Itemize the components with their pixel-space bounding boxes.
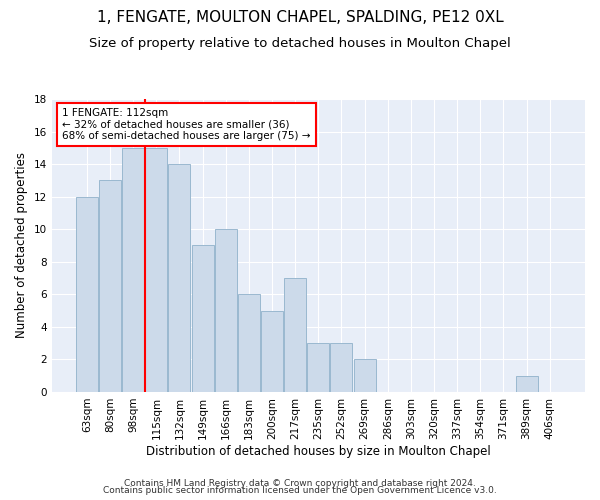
Text: 1, FENGATE, MOULTON CHAPEL, SPALDING, PE12 0XL: 1, FENGATE, MOULTON CHAPEL, SPALDING, PE… [97,10,503,25]
Bar [515,376,538,392]
Bar [76,196,98,392]
Bar [284,278,306,392]
Bar [99,180,121,392]
Bar [191,246,214,392]
Bar [122,148,144,392]
Bar [331,343,352,392]
Text: 1 FENGATE: 112sqm
← 32% of detached houses are smaller (36)
68% of semi-detached: 1 FENGATE: 112sqm ← 32% of detached hous… [62,108,311,141]
Bar [215,229,237,392]
Bar [307,343,329,392]
Bar [261,310,283,392]
Bar [353,360,376,392]
Y-axis label: Number of detached properties: Number of detached properties [15,152,28,338]
Bar [169,164,190,392]
Text: Contains public sector information licensed under the Open Government Licence v3: Contains public sector information licen… [103,486,497,495]
Bar [238,294,260,392]
Bar [145,148,167,392]
X-axis label: Distribution of detached houses by size in Moulton Chapel: Distribution of detached houses by size … [146,444,491,458]
Text: Contains HM Land Registry data © Crown copyright and database right 2024.: Contains HM Land Registry data © Crown c… [124,478,476,488]
Text: Size of property relative to detached houses in Moulton Chapel: Size of property relative to detached ho… [89,38,511,51]
